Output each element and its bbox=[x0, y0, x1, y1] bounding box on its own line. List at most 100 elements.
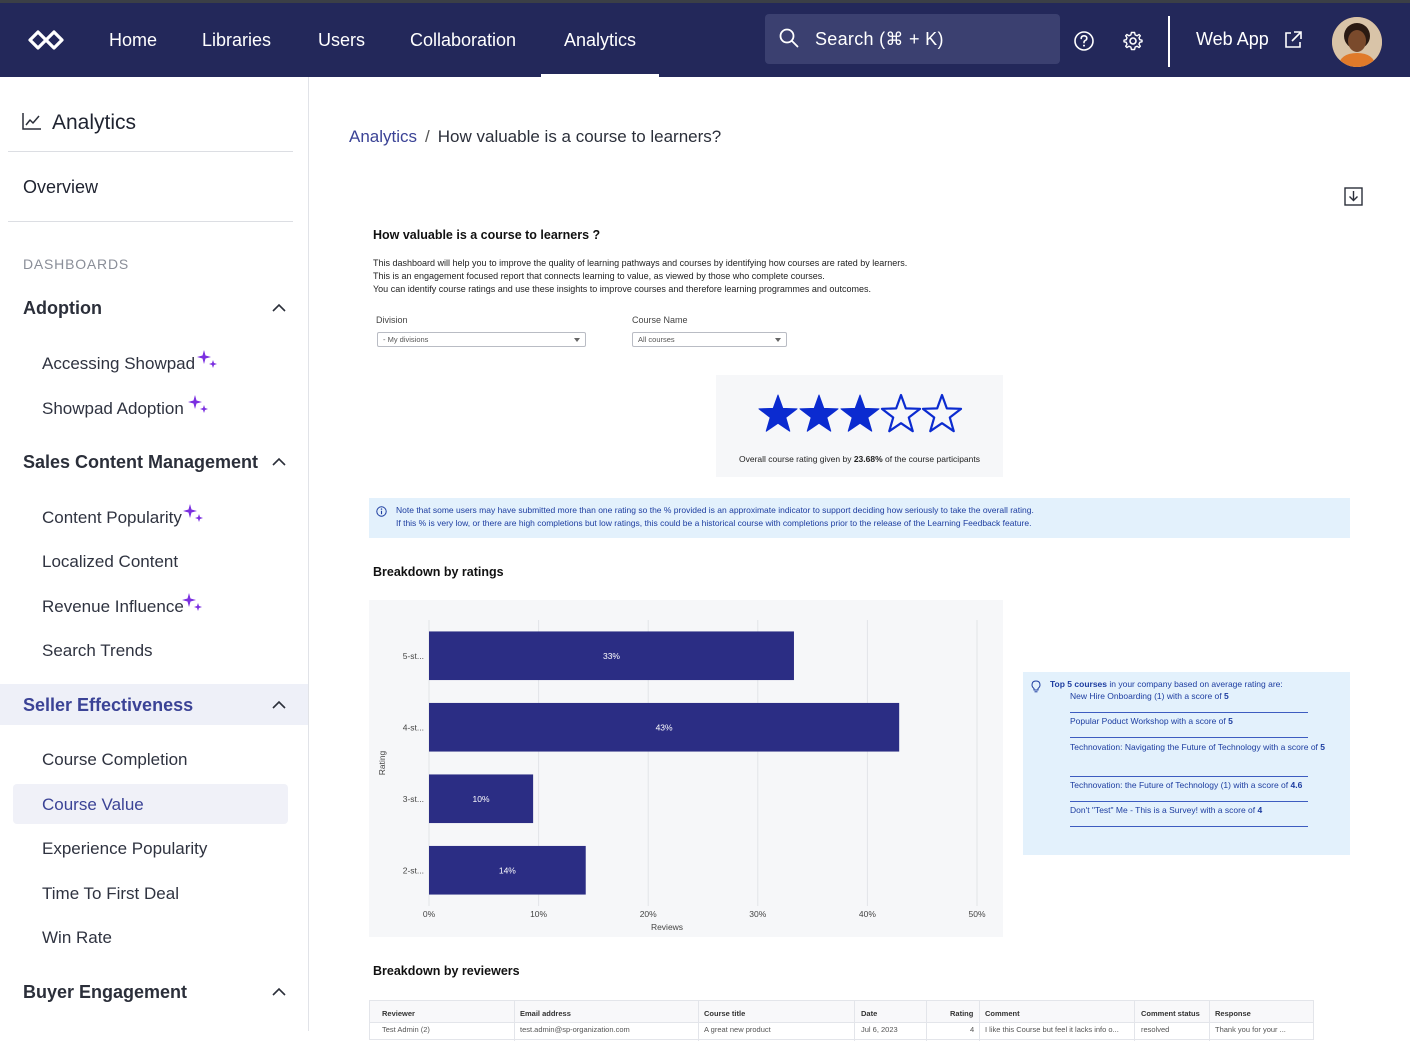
lightbulb-icon bbox=[1031, 680, 1041, 693]
column-header-reviewer[interactable]: Reviewer bbox=[382, 1009, 415, 1018]
sidebar-divider bbox=[8, 151, 293, 152]
sparkle-new-icon bbox=[188, 395, 208, 413]
x-tick-label: 40% bbox=[859, 909, 876, 919]
nav-libraries[interactable]: Libraries bbox=[202, 30, 272, 50]
top-course-divider bbox=[1070, 776, 1308, 777]
y-tick-label: 2-st... bbox=[403, 865, 424, 875]
top-course-item[interactable]: Technovation: the Future of Technology (… bbox=[1070, 780, 1303, 790]
x-tick-label: 20% bbox=[640, 909, 657, 919]
nav-users[interactable]: Users bbox=[318, 30, 366, 50]
star-empty-icon bbox=[880, 393, 922, 433]
top-nav-bar: Home Libraries Users Collaboration Analy… bbox=[0, 0, 1410, 77]
x-tick-label: 30% bbox=[749, 909, 766, 919]
sidebar-item-showpad-adoption[interactable]: Showpad Adoption bbox=[42, 399, 184, 418]
column-divider bbox=[854, 1001, 855, 1041]
x-tick-label: 0% bbox=[423, 909, 436, 919]
bar-data-label: 33% bbox=[603, 651, 620, 661]
chevron-up-icon[interactable] bbox=[272, 700, 286, 709]
breakdown-by-ratings-title: Breakdown by ratings bbox=[373, 565, 504, 579]
breadcrumb-analytics-link[interactable]: Analytics bbox=[349, 127, 418, 146]
x-tick-label: 10% bbox=[530, 909, 547, 919]
column-header-course-title[interactable]: Course title bbox=[704, 1009, 746, 1018]
column-header-comment[interactable]: Comment bbox=[985, 1009, 1020, 1018]
top-course-item[interactable]: Don't "Test" Me - This is a Survey! with… bbox=[1070, 805, 1263, 815]
sidebar-item-win-rate[interactable]: Win Rate bbox=[42, 928, 112, 947]
breadcrumb: Analytics / How valuable is a course to le… bbox=[349, 127, 721, 147]
showpad-logo-icon[interactable] bbox=[26, 27, 66, 53]
table-cell-rating: 4 bbox=[970, 1025, 975, 1034]
user-avatar[interactable] bbox=[1332, 17, 1382, 67]
sidebar-item-overview[interactable]: Overview bbox=[23, 177, 99, 197]
table-cell-reviewer: Test Admin (2) bbox=[382, 1025, 430, 1034]
column-header-response[interactable]: Response bbox=[1215, 1009, 1251, 1018]
info-icon bbox=[376, 506, 387, 517]
sidebar-item-content-popularity[interactable]: Content Popularity bbox=[42, 508, 182, 527]
table-cell-course-title: A great new product bbox=[704, 1025, 771, 1034]
sidebar-item-accessing-showpad[interactable]: Accessing Showpad bbox=[42, 354, 196, 373]
sidebar-item-experience-popularity[interactable]: Experience Popularity bbox=[42, 839, 208, 858]
sidebar-group-active-highlight bbox=[0, 684, 308, 725]
web-app-link[interactable]: Web App bbox=[1196, 29, 1269, 49]
sidebar-group-seller-effectiveness[interactable]: Seller Effectiveness bbox=[23, 695, 194, 715]
sidebar-section-label: DASHBOARDS bbox=[23, 256, 130, 272]
external-link-icon[interactable] bbox=[1283, 30, 1303, 50]
table-cell-comment-status: resolved bbox=[1141, 1025, 1170, 1034]
course-name-filter-label: Course Name bbox=[632, 315, 688, 325]
table-cell-email: test.admin@sp-organization.com bbox=[520, 1025, 630, 1034]
nav-collaboration[interactable]: Collaboration bbox=[410, 30, 517, 50]
dropdown-caret-icon bbox=[775, 338, 781, 342]
column-header-rating[interactable]: Rating bbox=[950, 1009, 974, 1018]
column-divider bbox=[926, 1001, 927, 1041]
top-course-item[interactable]: New Hire Onboarding (1) with a score of … bbox=[1070, 691, 1229, 701]
analytics-chart-icon bbox=[22, 113, 41, 130]
nav-home[interactable]: Home bbox=[109, 30, 158, 50]
course-name-filter-select[interactable]: All courses bbox=[632, 332, 787, 347]
global-search-input[interactable]: Search (⌘ + K) bbox=[765, 14, 1060, 64]
top-5-courses-panel: Top 5 courses in your company based on a… bbox=[1023, 672, 1350, 855]
settings-gear-icon[interactable] bbox=[1122, 30, 1144, 52]
star-filled-icon bbox=[758, 394, 798, 432]
sidebar-group-buyer-engagement[interactable]: Buyer Engagement bbox=[23, 982, 188, 1002]
reviewers-table-header bbox=[370, 1001, 1313, 1023]
top-course-item[interactable]: Popular Poduct Workshop with a score of … bbox=[1070, 716, 1233, 726]
analytics-sidebar: Analytics Overview DASHBOARDS Adoption A… bbox=[0, 77, 309, 1031]
sidebar-item-revenue-influence[interactable]: Revenue Influence bbox=[42, 597, 184, 616]
sidebar-item-time-to-first-deal[interactable]: Time To First Deal bbox=[42, 884, 179, 903]
download-icon[interactable] bbox=[1344, 187, 1363, 206]
nav-analytics[interactable]: Analytics bbox=[540, 3, 660, 77]
sidebar-title: Analytics bbox=[52, 111, 137, 134]
chart-bar[interactable] bbox=[429, 702, 900, 752]
sidebar-item-localized-content[interactable]: Localized Content bbox=[42, 552, 179, 571]
sidebar-item-search-trends[interactable]: Search Trends bbox=[42, 641, 153, 660]
chevron-up-icon[interactable] bbox=[272, 457, 286, 466]
division-filter-select[interactable]: - My divisions bbox=[377, 332, 586, 347]
chart-bar[interactable] bbox=[429, 631, 794, 681]
breadcrumb-current: How valuable is a course to learners? bbox=[437, 127, 722, 146]
help-icon[interactable] bbox=[1073, 30, 1095, 52]
sidebar-item-course-completion[interactable]: Course Completion bbox=[42, 750, 188, 769]
sidebar-group-adoption[interactable]: Adoption bbox=[23, 298, 102, 318]
top-course-item[interactable]: Technovation: Navigating the Future of T… bbox=[1070, 742, 1326, 752]
dropdown-caret-icon bbox=[574, 338, 580, 342]
star-empty-icon bbox=[921, 393, 963, 433]
chart-bar[interactable] bbox=[429, 845, 586, 895]
column-header-comment-status[interactable]: Comment status bbox=[1141, 1009, 1200, 1018]
chevron-up-icon[interactable] bbox=[272, 987, 286, 996]
dashboard-description: This dashboard will help you to improve … bbox=[373, 258, 908, 294]
column-divider bbox=[698, 1001, 699, 1041]
sparkle-new-icon bbox=[182, 593, 202, 611]
column-header-date[interactable]: Date bbox=[861, 1009, 878, 1018]
breakdown-by-reviewers-title: Breakdown by reviewers bbox=[373, 964, 520, 978]
y-tick-label: 5-st... bbox=[403, 651, 424, 661]
column-divider bbox=[1134, 1001, 1135, 1041]
chart-bar[interactable] bbox=[429, 774, 534, 824]
division-filter-label: Division bbox=[376, 315, 408, 325]
table-cell-comment: I like this Course but feel it lacks inf… bbox=[985, 1025, 1119, 1034]
x-axis-title: Reviews bbox=[651, 922, 683, 932]
sidebar-item-course-value[interactable]: Course Value bbox=[42, 795, 144, 814]
top-course-divider bbox=[1070, 737, 1308, 738]
column-header-email[interactable]: Email address bbox=[520, 1009, 571, 1018]
top-course-divider bbox=[1070, 801, 1308, 802]
chevron-up-icon[interactable] bbox=[272, 303, 286, 312]
sidebar-group-sales-content-management[interactable]: Sales Content Management bbox=[23, 452, 259, 472]
